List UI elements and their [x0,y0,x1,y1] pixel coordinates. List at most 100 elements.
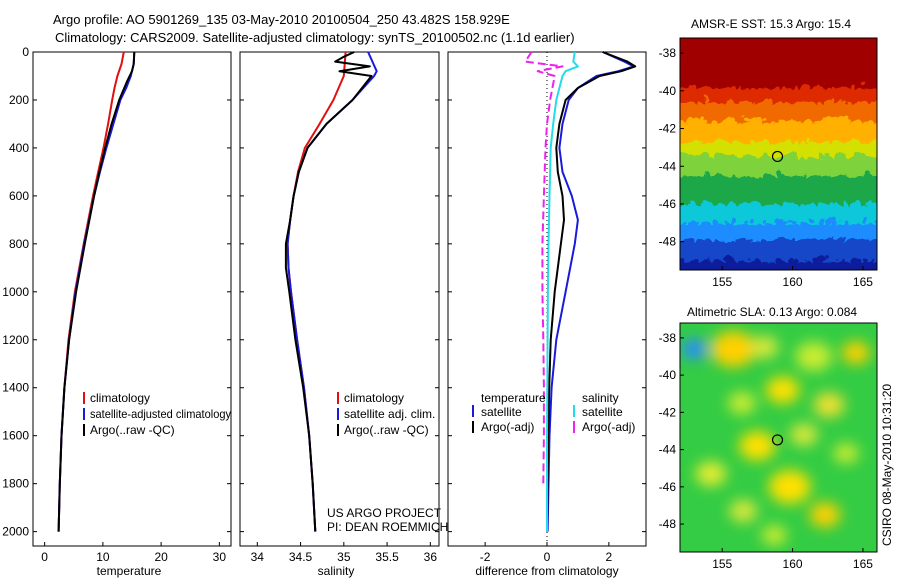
sst-ytick-label: -44 [659,159,677,173]
temp-ytick-label: 600 [9,189,29,203]
sal-series-2 [284,51,373,532]
diff-legend-sal-title: salinity [582,391,619,405]
sla-xtick-label: 155 [712,557,732,571]
sst-band-2 [680,98,877,119]
credit-project: US ARGO PROJECT [327,506,442,520]
sla-map-frame [679,322,878,553]
temp-ytick-label: 0 [22,45,29,59]
sla-blob-7 [813,392,845,418]
diff-series-3 [524,51,564,484]
sst-ytick-label: -38 [659,46,677,60]
diff-legend-temp-title: temperature [481,391,546,405]
sla-blob-6 [765,376,800,404]
salinity-xlabel: salinity [318,564,355,578]
sla-ytick-label: -38 [659,331,677,345]
temp-ytick-label: 2000 [2,525,29,539]
sst-xtick-label: 165 [853,275,873,289]
sla-ytick-label: -40 [659,368,677,382]
title-line-1: Argo profile: AO 5901269_135 03-May-2010… [53,12,510,27]
sla-ytick-label: -48 [659,517,677,531]
sla-blob-2 [710,331,756,368]
sla-blob-3 [750,335,779,359]
temp-ytick-label: 1400 [2,381,29,395]
temp-series-2 [57,51,136,532]
sla-xtick-label: 165 [853,557,873,571]
diff-legend-temp-satellite: satellite [481,405,522,419]
sst-band-5 [680,153,877,173]
temp-xtick-label: 30 [213,550,227,564]
sst-ytick-label: -46 [659,197,677,211]
temperature-axes [32,51,232,547]
sst-band-0 [680,38,877,85]
sla-blob-16 [761,525,787,546]
temp-series-1 [57,51,136,532]
sla-xtick-label: 160 [783,557,803,571]
temp-ytick-label: 1800 [2,477,29,491]
sal-xtick-label: 34.5 [289,550,313,564]
sla-blob-8 [727,391,756,415]
diff-series-2 [546,51,579,532]
sst-map [680,38,877,270]
temperature-legend: climatology satellite-adjusted climatolo… [83,391,231,437]
sla-blob-9 [739,431,776,461]
sal-xtick-label: 36 [424,550,438,564]
sla-blob-5 [841,341,870,365]
salinity-legend: climatology satellite adj. clim. Argo(..… [327,391,448,534]
difference-plot: -2 0 2 [448,51,646,564]
sla-map [680,323,877,552]
sla-blob-15 [809,502,841,528]
sst-map-title: AMSR-E SST: 15.3 Argo: 15.4 [691,17,851,31]
temp-ytick-label: 1000 [2,285,29,299]
sal-xtick-label: 35.5 [375,550,399,564]
temp-ytick-label: 1600 [2,429,29,443]
sst-band-7 [680,200,877,221]
sst-band-9 [680,236,877,258]
difference-legend: temperature salinity satellite Argo(-adj… [472,391,635,434]
sal-xtick-label: 34 [251,550,265,564]
sla-base [680,323,877,552]
sal-legend-climatology: climatology [344,391,404,405]
sla-blob-14 [729,499,758,523]
temp-ytick-label: 800 [9,237,29,251]
diff-legend-sal-satellite: satellite [582,405,623,419]
temp-ytick-label: 1200 [2,333,29,347]
temp-xtick-label: 10 [96,550,110,564]
sst-band-1 [680,83,877,100]
sst-xtick-label: 155 [712,275,732,289]
sla-blob-4 [795,341,832,372]
sst-xtick-label: 160 [783,275,803,289]
temp-legend-argo: Argo(..raw -QC) [90,423,175,437]
sst-ytick-label: -40 [659,84,677,98]
sla-ytick-label: -42 [659,405,677,419]
sst-band-10 [680,256,877,270]
salinity-axes [239,51,440,547]
sst-map-axes: 155 160 165 -38 -40 -42 -44 -46 -48 [659,46,874,289]
sst-ytick-label: -48 [659,235,677,249]
sst-band-6 [680,171,877,202]
sal-legend-argo: Argo(..raw -QC) [344,423,429,437]
sla-ytick-label: -44 [659,443,677,457]
salinity-plot: 34 34.5 35 35.5 36 [240,51,439,564]
temp-legend-climatology: climatology [90,391,150,405]
temp-xtick-label: 0 [41,550,48,564]
diff-legend-sal-argo: Argo(-adj) [582,420,635,434]
diff-series-1 [546,51,637,532]
temp-ytick-label: 200 [9,93,29,107]
sst-band-8 [680,219,877,238]
sla-blob-13 [768,469,811,504]
diff-legend-temp-argo: Argo(-adj) [481,420,534,434]
sal-legend-satellite: satellite adj. clim. [344,407,435,421]
temp-xtick-label: 20 [154,550,168,564]
diff-xtick-label: 0 [544,550,551,564]
sst-band-3 [680,117,877,139]
sla-blob-11 [833,443,859,464]
diff-xtick-label: -2 [480,550,491,564]
sla-map-axes: 155 160 165 -38 -40 -42 -44 -46 -48 [659,331,874,571]
sal-xtick-label: 35 [337,550,351,564]
sal-series-0 [286,51,347,532]
temperature-xlabel: temperature [97,564,162,578]
sst-band-4 [680,137,877,155]
sst-ytick-label: -42 [659,122,677,136]
credit-pi: PI: DEAN ROEMMICH [327,520,448,534]
